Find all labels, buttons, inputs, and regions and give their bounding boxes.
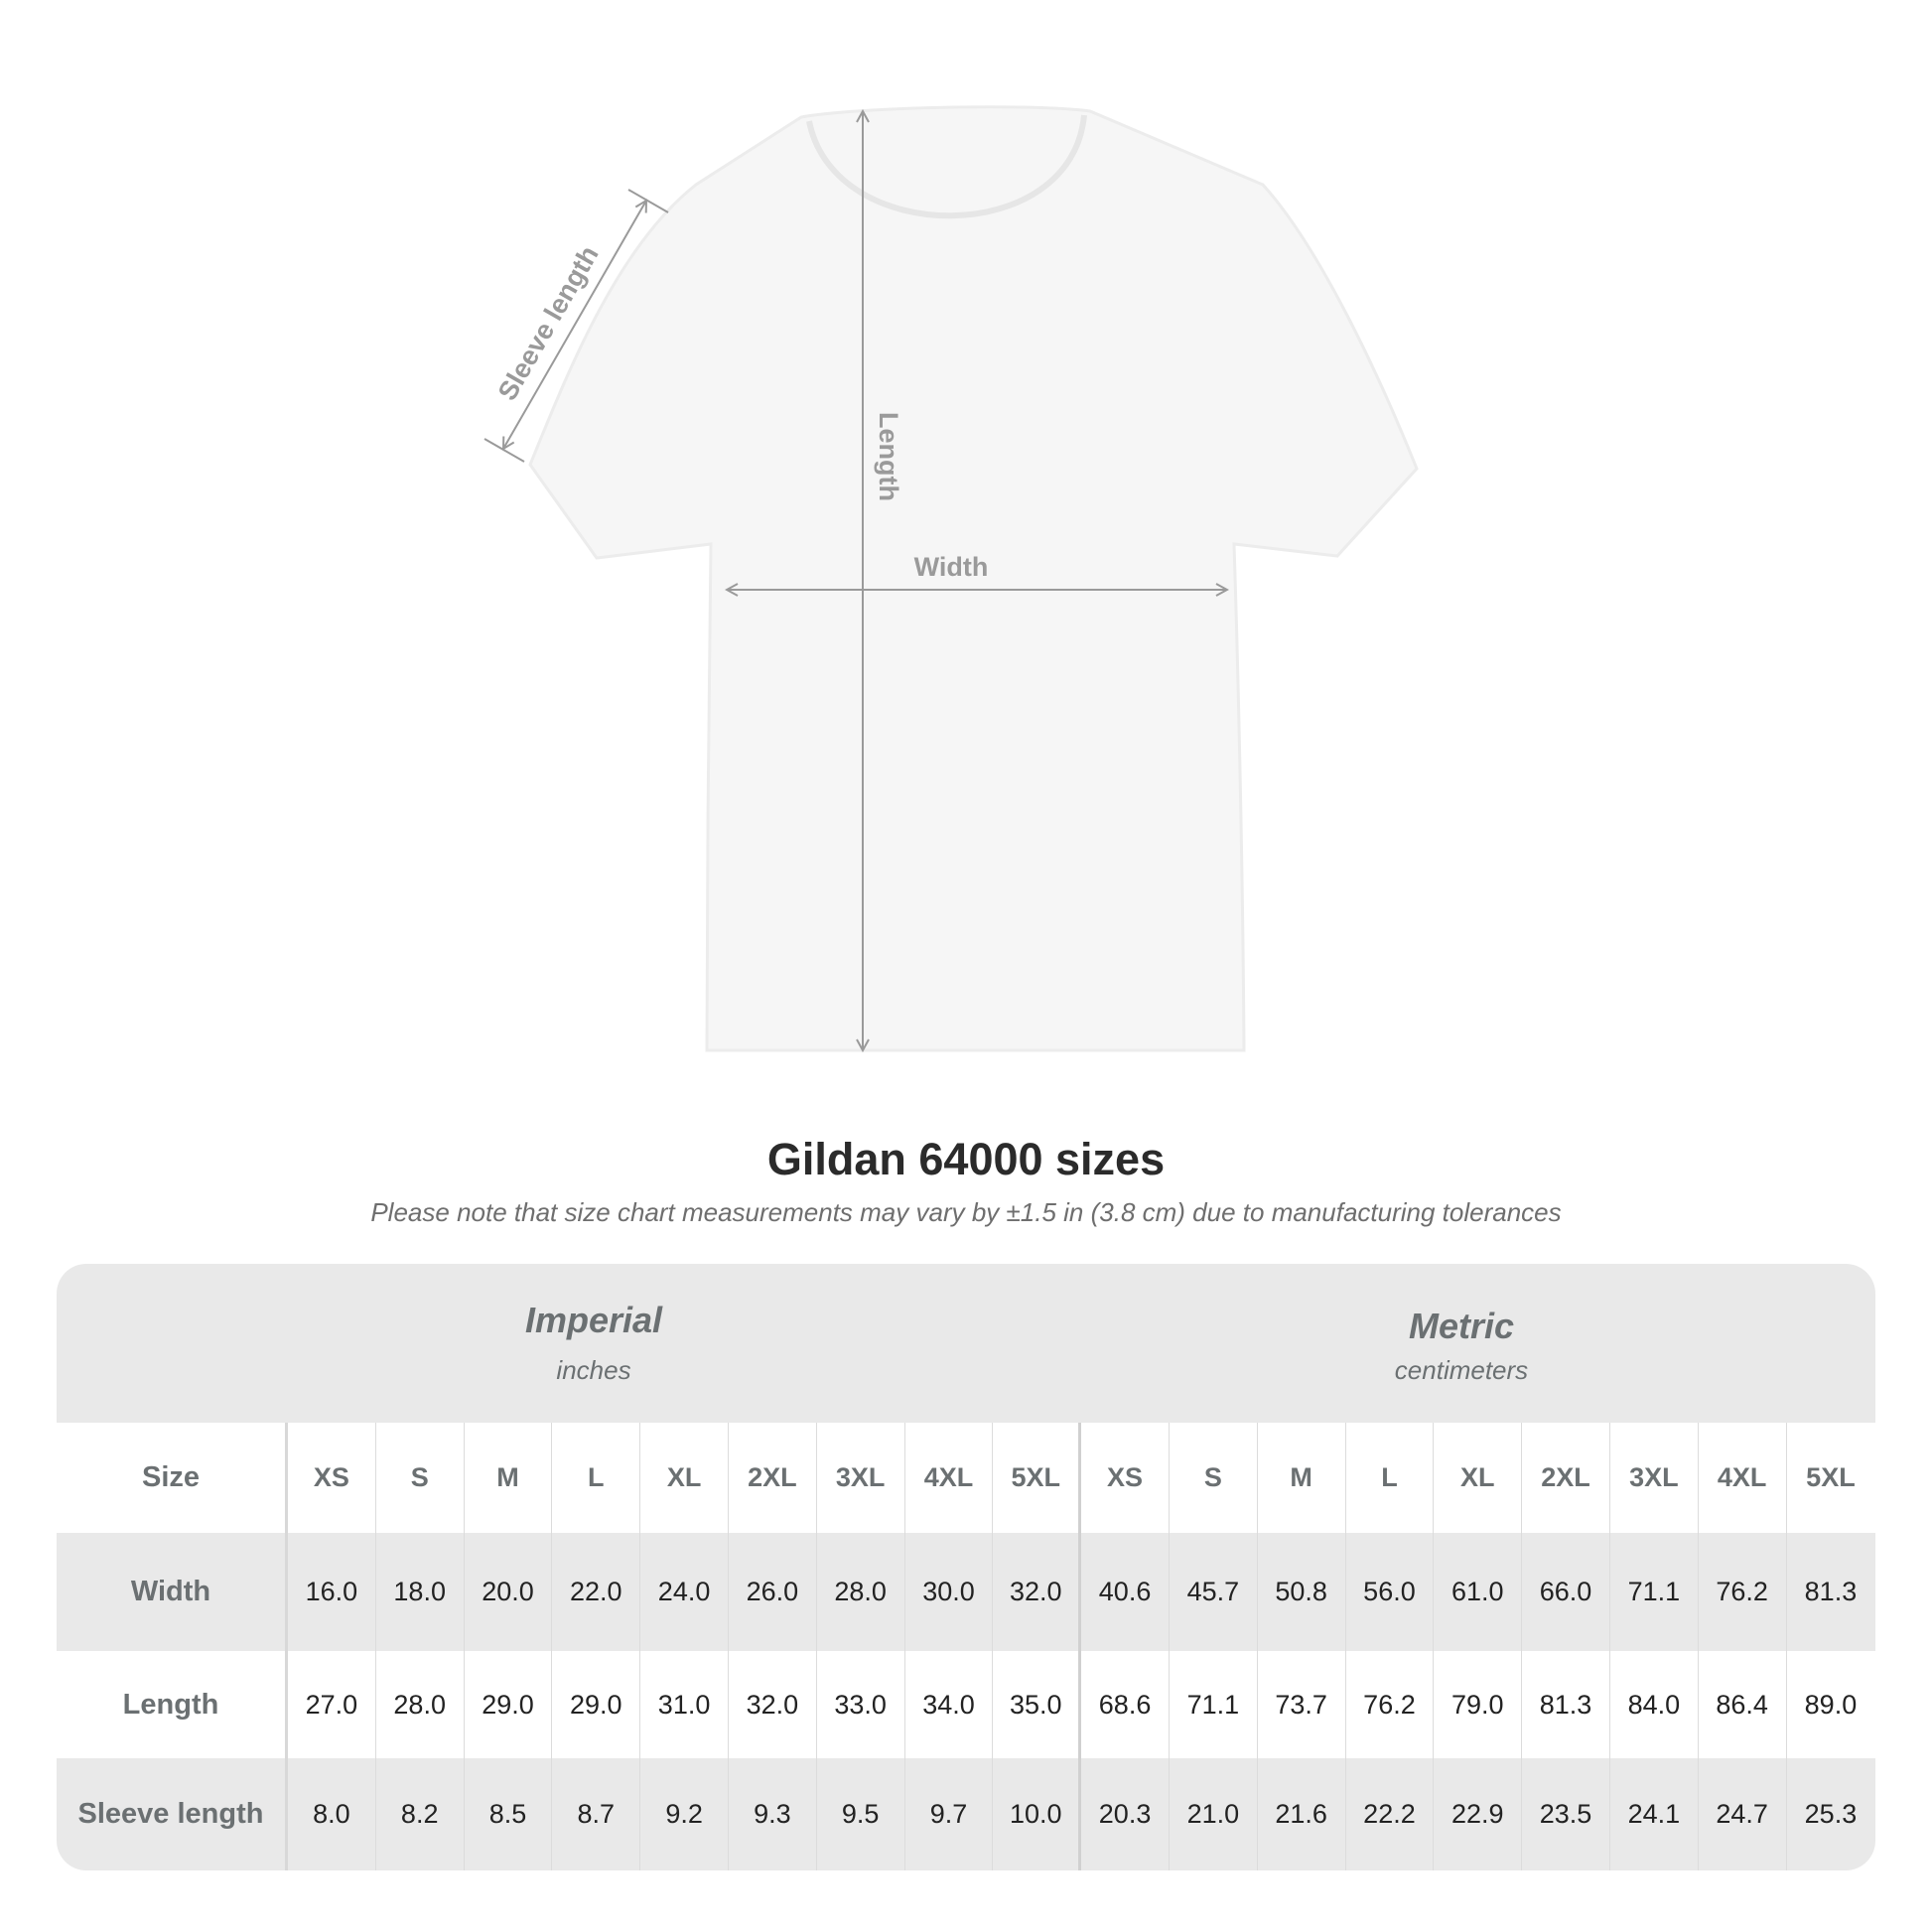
size-header-metric: XS bbox=[1081, 1423, 1170, 1533]
value-cell-metric: 61.0 bbox=[1434, 1533, 1523, 1651]
value-cell-metric: 20.3 bbox=[1081, 1758, 1170, 1870]
size-header-metric: M bbox=[1258, 1423, 1346, 1533]
value-cell-metric: 22.9 bbox=[1434, 1758, 1523, 1870]
value-cell-imperial: 27.0 bbox=[288, 1651, 376, 1758]
imperial-unit: inches bbox=[556, 1355, 631, 1385]
length-label: Length bbox=[874, 412, 903, 501]
value-cell-metric: 25.3 bbox=[1804, 1799, 1858, 1829]
size-header-imperial: S bbox=[376, 1423, 465, 1533]
value-cell-imperial: 10.0 bbox=[993, 1758, 1082, 1870]
value-cell-metric: 50.8 bbox=[1258, 1533, 1346, 1651]
size-header-metric: 5XL bbox=[1806, 1462, 1856, 1492]
size-header-metric: XL bbox=[1434, 1423, 1523, 1533]
value-cell-metric: 79.0 bbox=[1434, 1651, 1523, 1758]
size-header-metric: 3XL bbox=[1610, 1423, 1699, 1533]
value-cell-imperial: 8.0 bbox=[288, 1758, 376, 1870]
value-cell-imperial: 32.0 bbox=[729, 1651, 817, 1758]
value-cell-imperial: 32.0 bbox=[993, 1533, 1082, 1651]
value-cell-imperial: 22.0 bbox=[552, 1533, 641, 1651]
value-cell-metric: 45.7 bbox=[1170, 1533, 1258, 1651]
value-cell-imperial: 34.0 bbox=[905, 1651, 994, 1758]
value-cell-imperial: 31.0 bbox=[640, 1651, 729, 1758]
tolerance-note: Please note that size chart measurements… bbox=[370, 1197, 1562, 1227]
row-label: Width bbox=[57, 1533, 288, 1651]
value-cell-metric: 81.3 bbox=[1804, 1577, 1858, 1606]
value-cell-imperial: 8.5 bbox=[465, 1758, 553, 1870]
value-cell-metric: 66.0 bbox=[1522, 1533, 1610, 1651]
sleeve-tick bbox=[627, 189, 669, 213]
value-cell-imperial: 28.0 bbox=[817, 1533, 905, 1651]
table-row-length: Length 27.0 28.0 29.0 29.0 31.0 32.0 33.0 34.0 35… bbox=[57, 1651, 1875, 1758]
value-cell-imperial: 9.3 bbox=[729, 1758, 817, 1870]
row-label: Size bbox=[57, 1423, 288, 1533]
value-cell-imperial: 9.5 bbox=[817, 1758, 905, 1870]
size-header-imperial: L bbox=[552, 1423, 641, 1533]
value-cell-metric: 89.0 bbox=[1804, 1689, 1858, 1720]
imperial-header: Imperial inches bbox=[494, 1300, 693, 1386]
value-cell-metric: 68.6 bbox=[1081, 1651, 1170, 1758]
value-cell-imperial: 8.7 bbox=[552, 1758, 641, 1870]
table-row-width: Width 16.0 18.0 20.0 22.0 24.0 26.0 28.0 30.0 32.… bbox=[57, 1533, 1875, 1651]
value-cell-imperial: 8.2 bbox=[376, 1758, 465, 1870]
value-cell-imperial: 24.0 bbox=[640, 1533, 729, 1651]
value-cell-imperial: 29.0 bbox=[465, 1651, 553, 1758]
value-cell-metric: 40.6 bbox=[1081, 1533, 1170, 1651]
value-cell-imperial: 9.7 bbox=[905, 1758, 994, 1870]
value-cell-metric: 76.2 bbox=[1346, 1651, 1435, 1758]
value-cell-imperial: 20.0 bbox=[465, 1533, 553, 1651]
metric-title: Metric bbox=[1408, 1306, 1515, 1346]
row-label: Sleeve length bbox=[57, 1758, 288, 1870]
value-cell-imperial: 33.0 bbox=[817, 1651, 905, 1758]
value-cell-metric: 86.4 bbox=[1699, 1651, 1787, 1758]
size-header-metric: 2XL bbox=[1522, 1423, 1610, 1533]
value-cell-metric: 23.5 bbox=[1522, 1758, 1610, 1870]
value-cell-metric: 24.7 bbox=[1699, 1758, 1787, 1870]
row-band bbox=[57, 1533, 1875, 1651]
size-header-imperial: 5XL bbox=[993, 1423, 1082, 1533]
value-cell-imperial: 16.0 bbox=[288, 1533, 376, 1651]
value-cell-imperial: 9.2 bbox=[640, 1758, 729, 1870]
value-cell-imperial: 28.0 bbox=[376, 1651, 465, 1758]
value-cell-metric: 24.1 bbox=[1610, 1758, 1699, 1870]
size-header-imperial: XS bbox=[288, 1423, 376, 1533]
value-cell-metric: 71.1 bbox=[1170, 1651, 1258, 1758]
size-header-imperial: 3XL bbox=[817, 1423, 905, 1533]
value-cell-imperial: 29.0 bbox=[552, 1651, 641, 1758]
size-header-row: Size XS S M L XL 2XL 3XL 4XL 5XL XS S M L XL 2XL 3XL 4XL 5… bbox=[57, 1423, 1875, 1533]
size-table: Imperial inches Metric centimeters Size X… bbox=[57, 1264, 1875, 1870]
size-header-imperial: XL bbox=[640, 1423, 729, 1533]
value-cell-metric: 21.0 bbox=[1170, 1758, 1258, 1870]
value-cell-metric: 22.2 bbox=[1346, 1758, 1435, 1870]
sleeve-arrow bbox=[503, 201, 646, 449]
row-label: Length bbox=[57, 1651, 288, 1758]
size-header-metric: S bbox=[1170, 1423, 1258, 1533]
value-cell-metric: 81.3 bbox=[1522, 1651, 1610, 1758]
value-cell-metric: 21.6 bbox=[1258, 1758, 1346, 1870]
value-cell-metric: 84.0 bbox=[1610, 1651, 1699, 1758]
value-cell-imperial: 30.0 bbox=[905, 1533, 994, 1651]
size-header-imperial: M bbox=[465, 1423, 553, 1533]
value-cell-metric: 71.1 bbox=[1610, 1533, 1699, 1651]
tshirt-diagram: Length Width Sleeve length bbox=[483, 105, 1419, 1092]
value-cell-metric: 56.0 bbox=[1346, 1533, 1435, 1651]
value-cell-imperial: 35.0 bbox=[993, 1651, 1082, 1758]
header-band bbox=[57, 1264, 1875, 1423]
tshirt-collar bbox=[806, 114, 1087, 219]
row-band bbox=[57, 1758, 1875, 1870]
size-header-imperial: 4XL bbox=[905, 1423, 994, 1533]
value-cell-metric: 73.7 bbox=[1258, 1651, 1346, 1758]
metric-header: Metric centimeters bbox=[1362, 1306, 1561, 1386]
imperial-title: Imperial bbox=[524, 1300, 663, 1340]
size-header-metric: 4XL bbox=[1699, 1423, 1787, 1533]
sleeve-tick bbox=[483, 438, 525, 463]
value-cell-metric: 76.2 bbox=[1699, 1533, 1787, 1651]
width-label: Width bbox=[914, 552, 989, 582]
size-header-imperial: 2XL bbox=[729, 1423, 817, 1533]
value-cell-imperial: 18.0 bbox=[376, 1533, 465, 1651]
size-header-metric: L bbox=[1346, 1423, 1435, 1533]
page-title: Gildan 64000 sizes bbox=[766, 1134, 1166, 1184]
value-cell-imperial: 26.0 bbox=[729, 1533, 817, 1651]
metric-unit: centimeters bbox=[1394, 1355, 1529, 1385]
table-row-sleeve-length: Sleeve length 8.0 8.2 8.5 8.7 9.2 9.3 9.5 9.7 10.… bbox=[57, 1758, 1875, 1870]
